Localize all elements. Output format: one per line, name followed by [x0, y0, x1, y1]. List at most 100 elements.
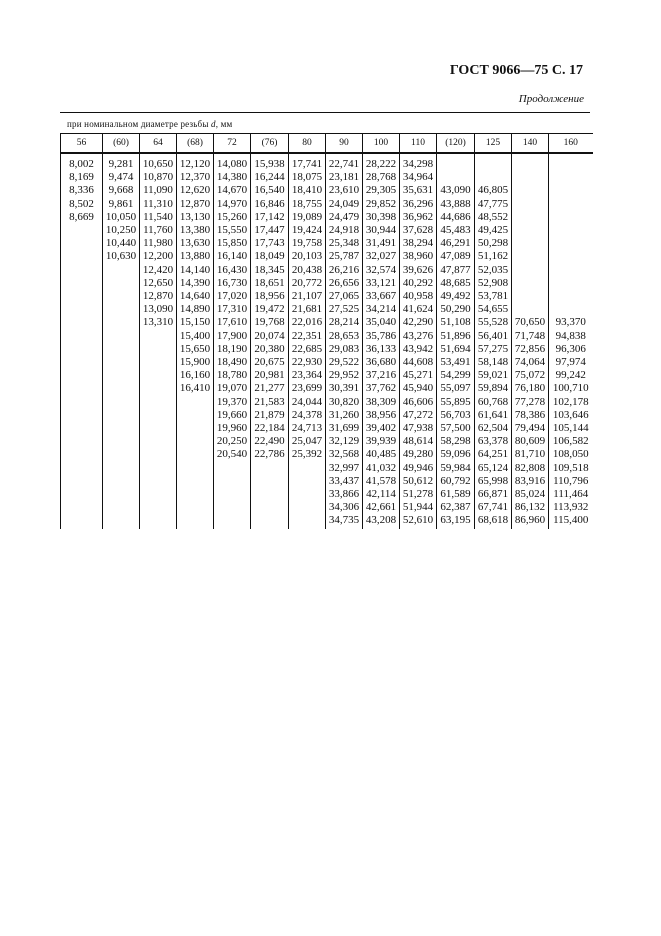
- table-cell: 76,180: [511, 382, 549, 396]
- table-cell: 19,472: [250, 303, 289, 317]
- table-cell: 20,981: [250, 369, 289, 383]
- table-caption: при номинальном диаметре резьбы d, мм: [67, 119, 232, 129]
- table-cell: 65,998: [474, 474, 512, 489]
- table-cell: [511, 290, 549, 304]
- table-cell: 23,699: [288, 382, 326, 396]
- table-cell: 26,216: [325, 263, 363, 277]
- table-cell: 51,278: [399, 488, 437, 502]
- table-cell: 45,940: [399, 382, 437, 396]
- table-cell: [511, 224, 549, 238]
- table-cell: 22,741: [325, 153, 363, 172]
- table-cell: 106,582: [548, 435, 593, 449]
- table-cell: 110,796: [548, 474, 593, 489]
- table-cell: 14,670: [213, 184, 251, 198]
- table-cell: [548, 237, 593, 251]
- table-cell: 13,130: [176, 210, 214, 225]
- table-row: 32,997 41,032 49,946 59,984 65,124 82,808 109,…: [60, 461, 593, 475]
- table-cell: 48,552: [474, 210, 512, 225]
- table-cell: [176, 448, 214, 462]
- table-cell: 27,065: [325, 290, 363, 304]
- table-row: 19,960 22,184 24,713 31,699 39,402 47,938 57,5…: [60, 422, 593, 436]
- table-cell: 45,483: [436, 224, 475, 238]
- table-cell: [548, 184, 593, 198]
- table-cell: [60, 263, 103, 277]
- table-cell: [176, 514, 214, 529]
- table-cell: 77,278: [511, 395, 549, 409]
- table-cell: [139, 382, 177, 396]
- table-cell: 79,494: [511, 422, 549, 436]
- table-row: 34,306 42,661 51,944 62,387 67,741 86,132 113,…: [60, 501, 593, 515]
- column-header: (120): [436, 133, 475, 154]
- table-cell: [511, 197, 549, 211]
- table-cell: [102, 501, 140, 515]
- table-cell: 25,348: [325, 237, 363, 251]
- column-header: 160: [548, 133, 593, 154]
- top-rule: [60, 112, 590, 113]
- table-cell: 48,685: [436, 276, 475, 291]
- table-cell: [139, 435, 177, 449]
- table-cell: 59,096: [436, 448, 475, 462]
- table-cell: 23,610: [325, 184, 363, 198]
- column-header: (68): [176, 133, 214, 154]
- table-cell: 33,121: [362, 276, 400, 291]
- table-cell: 40,958: [399, 290, 437, 304]
- table-cell: [60, 342, 103, 357]
- table-cell: 29,305: [362, 184, 400, 198]
- table-row: 15,650 18,190 20,380 22,685 29,083 36,133 43,9…: [60, 342, 593, 357]
- table-cell: 47,775: [474, 197, 512, 211]
- table-cell: [139, 461, 177, 475]
- table-row: 10,630 12,200 13,880 16,140 18,049 20,103 25,7…: [60, 250, 593, 264]
- table-cell: 12,420: [139, 263, 177, 277]
- table-cell: [548, 250, 593, 264]
- column-header: 64: [139, 133, 177, 154]
- table-cell: 36,962: [399, 210, 437, 225]
- table-cell: [102, 435, 140, 449]
- table-cell: 24,049: [325, 197, 363, 211]
- column-header: 140: [511, 133, 549, 154]
- table-cell: 71,748: [511, 329, 549, 343]
- table-cell: [436, 153, 475, 172]
- table-cell: 21,107: [288, 290, 326, 304]
- table-cell: 46,805: [474, 184, 512, 198]
- table-cell: 21,583: [250, 395, 289, 409]
- table-cell: 17,741: [288, 153, 326, 172]
- table-cell: 12,870: [139, 290, 177, 304]
- table-cell: [176, 422, 214, 436]
- table-cell: 17,020: [213, 290, 251, 304]
- table-cell: [548, 263, 593, 277]
- table-cell: 57,275: [474, 342, 512, 357]
- table-cell: 9,281: [102, 153, 140, 172]
- table-cell: 102,178: [548, 395, 593, 409]
- table-cell: 34,298: [399, 153, 437, 172]
- table-cell: 19,070: [213, 382, 251, 396]
- table-cell: 15,150: [176, 316, 214, 330]
- column-header: 110: [399, 133, 437, 154]
- table-cell: 34,735: [325, 514, 363, 529]
- table-cell: 63,195: [436, 514, 475, 529]
- table-cell: 15,550: [213, 224, 251, 238]
- table-cell: 115,400: [548, 514, 593, 529]
- table-cell: 38,294: [399, 237, 437, 251]
- table-cell: 21,681: [288, 303, 326, 317]
- table-cell: [176, 408, 214, 423]
- table-cell: 13,880: [176, 250, 214, 264]
- table-cell: 24,713: [288, 422, 326, 436]
- table-cell: 72,856: [511, 342, 549, 357]
- table-cell: 24,479: [325, 210, 363, 225]
- table-cell: [102, 395, 140, 409]
- table-cell: 60,768: [474, 395, 512, 409]
- table-cell: [60, 237, 103, 251]
- table-cell: 16,846: [250, 197, 289, 211]
- table-row: 16,410 19,070 21,277 23,699 30,391 37,762 45,9…: [60, 382, 593, 396]
- column-header: 72: [213, 133, 251, 154]
- table-cell: [436, 171, 475, 185]
- table-cell: [548, 197, 593, 211]
- table-cell: 78,386: [511, 408, 549, 423]
- table-cell: 32,568: [325, 448, 363, 462]
- table-cell: 49,492: [436, 290, 475, 304]
- table-cell: [548, 153, 593, 172]
- table-cell: 32,574: [362, 263, 400, 277]
- table-cell: 11,310: [139, 197, 177, 211]
- table-cell: [176, 501, 214, 515]
- table-cell: [139, 342, 177, 357]
